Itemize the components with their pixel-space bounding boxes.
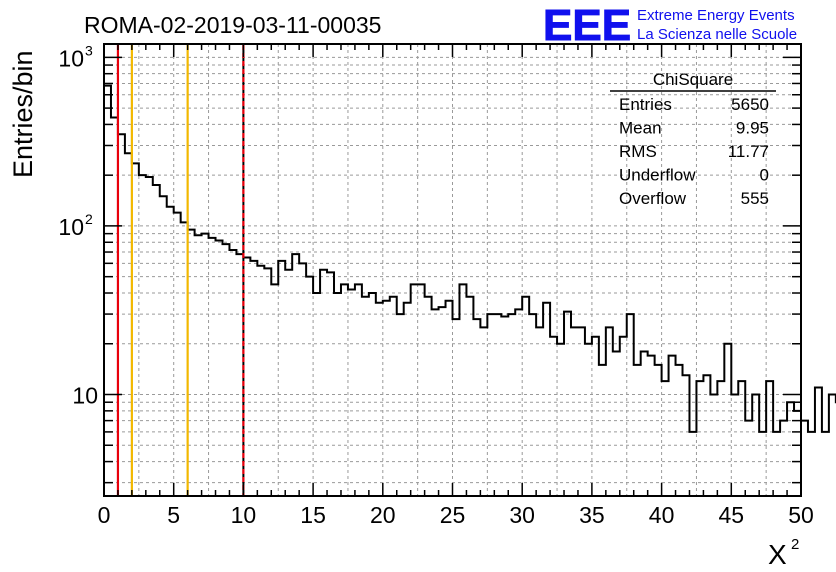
- eee-logo: EEE Extreme Energy Events La Scienza nel…: [543, 1, 798, 51]
- run-title: ROMA-02-2019-03-11-00035: [84, 12, 381, 38]
- org-subtitle: La Scienza nelle Scuole: [637, 26, 797, 43]
- stats-label: Underflow: [619, 166, 696, 185]
- stats-value: 5650: [731, 95, 769, 114]
- stats-label: Overflow: [619, 189, 687, 208]
- stats-value: 11.77: [728, 142, 769, 161]
- stats-value: 555: [741, 189, 769, 208]
- y-tick-label: 10: [58, 45, 84, 71]
- x-axis-symbol: X: [768, 539, 787, 570]
- y-tick-label: 10: [72, 383, 98, 409]
- grid: [104, 44, 801, 496]
- stats-title: ChiSquare: [653, 70, 733, 89]
- x-tick-label: 25: [440, 502, 466, 528]
- y-axis-label: Entries/bin: [8, 50, 38, 178]
- cut-markers: [116, 45, 245, 496]
- stats-value: 9.95: [736, 119, 769, 138]
- histogram: [103, 84, 836, 496]
- org-name: Extreme Energy Events: [637, 7, 795, 24]
- x-tick-label: 35: [579, 502, 605, 528]
- x-tick-labels: 0 5 10 15 20 25 30 35 40 45 50: [98, 502, 814, 528]
- x-tick-label: 10: [231, 502, 257, 528]
- x-tick-label: 50: [788, 502, 814, 528]
- x-tick-label: 30: [509, 502, 535, 528]
- stats-value: 0: [760, 166, 769, 185]
- y-tick-label: 10: [58, 214, 84, 240]
- stats-label: Entries: [619, 95, 672, 114]
- stats-label: RMS: [619, 142, 657, 161]
- stats-label: Mean: [619, 119, 662, 138]
- x-tick-label: 20: [370, 502, 396, 528]
- x-tick-label: 45: [719, 502, 745, 528]
- logo-mark: EEE: [543, 1, 631, 50]
- axis-ticks: [103, 44, 802, 496]
- x-tick-label: 0: [98, 502, 111, 528]
- stats-rows: Entries 5650 Mean 9.95 RMS 11.77 Underflow 0 Ove…: [619, 95, 769, 208]
- y-tick-exponent: 3: [85, 42, 93, 58]
- x-tick-label: 5: [167, 502, 180, 528]
- x-tick-label: 40: [649, 502, 675, 528]
- x-axis-superscript: 2: [791, 536, 799, 553]
- y-tick-exponent: 2: [85, 211, 93, 227]
- histogram-outline: [103, 84, 836, 496]
- stats-box: ChiSquare Entries 5650 Mean 9.95 RMS 11.77 Und…: [610, 70, 776, 208]
- x-tick-label: 15: [300, 502, 326, 528]
- x-axis-label: X 2: [768, 536, 799, 570]
